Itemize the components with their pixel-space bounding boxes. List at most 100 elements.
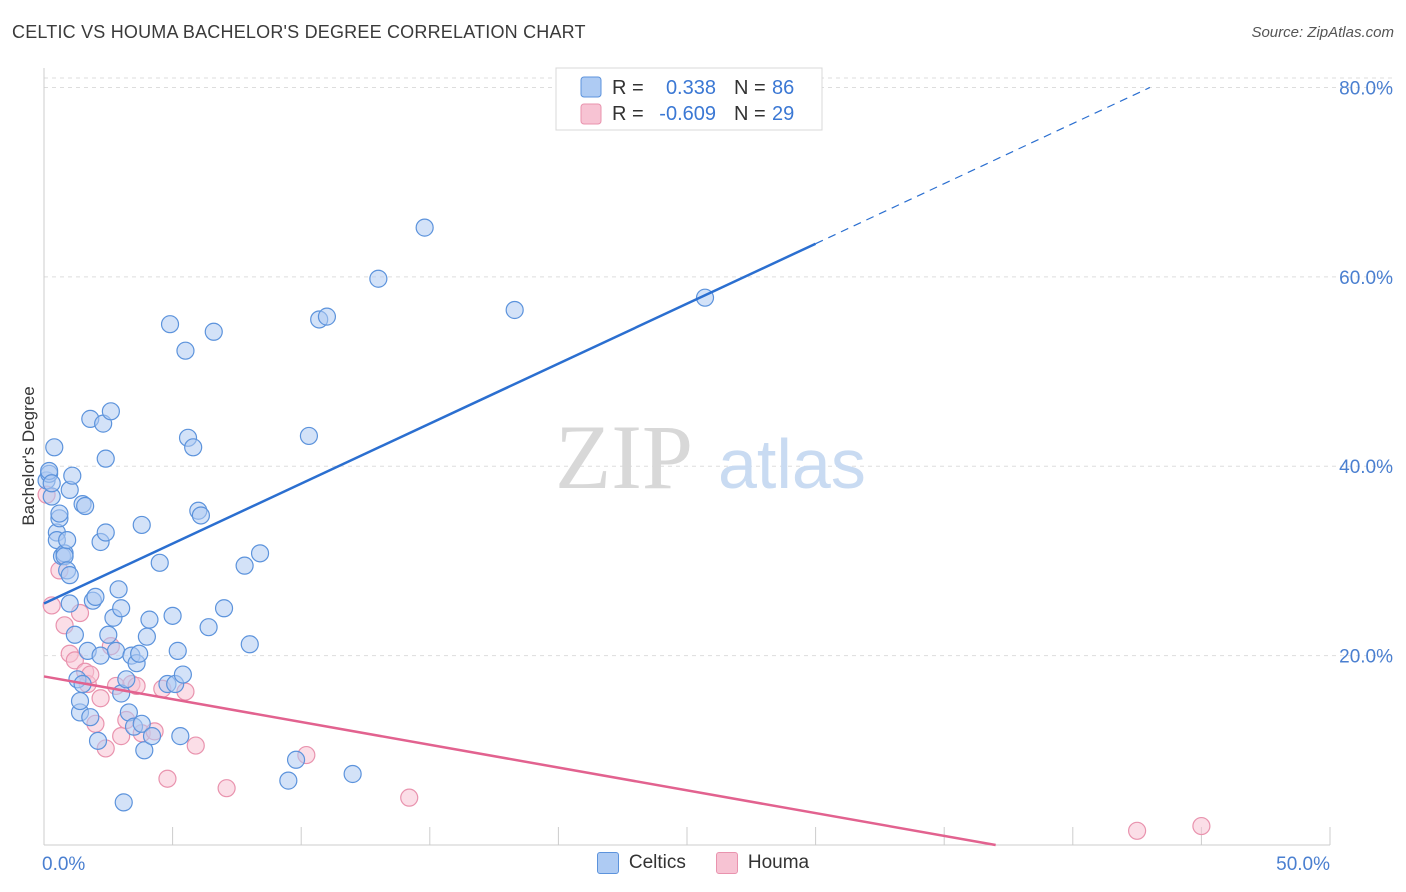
celtics-point (286, 750, 306, 769)
celtics-point (114, 793, 133, 812)
celtics-point (168, 641, 187, 660)
celtics-point (140, 610, 159, 629)
celtics-swatch (596, 852, 619, 874)
celtics-point (505, 300, 524, 320)
celtics-point (76, 496, 95, 516)
celtics-point (191, 506, 210, 525)
watermark-atlas: atlas (718, 425, 866, 503)
houma-point (400, 788, 419, 807)
celtics-point (142, 727, 162, 746)
series-legend: Celtics Houma (0, 852, 1406, 874)
celtics-point (132, 515, 151, 535)
celtics-point (415, 218, 434, 237)
houma-point (112, 727, 131, 746)
celtics-points (37, 218, 715, 812)
celtics-point (132, 714, 151, 733)
celtics-point (369, 269, 388, 288)
celtics-point (184, 438, 203, 457)
tick-labels: 20.0% 40.0% 60.0% 80.0% 0.0% 50.0% (42, 78, 1393, 875)
celtics-point (160, 315, 180, 334)
houma-point (1192, 816, 1211, 836)
celtics-trend-extension (815, 86, 1151, 245)
y-axis-label: Bachelor's Degree (19, 386, 38, 525)
legend-r-label-houma: R = (612, 103, 644, 125)
celtics-point (81, 708, 100, 727)
legend-n-label-houma: N = (734, 103, 766, 125)
celtics-point (99, 625, 118, 644)
celtics-point (150, 553, 169, 572)
houma-point (158, 769, 177, 788)
x-tick-label: 50.0% (1276, 854, 1330, 875)
trend-lines (43, 86, 1151, 847)
celtics-point (101, 402, 120, 421)
houma-point (65, 651, 84, 670)
celtics-point (343, 764, 362, 784)
celtics-point (65, 625, 84, 644)
celtics-point (50, 504, 69, 523)
x-tick-label: 0.0% (42, 854, 85, 875)
celtics-point (60, 594, 79, 613)
chart-title: CELTIC VS HOUMA BACHELOR'S DEGREE CORREL… (12, 22, 586, 42)
houma-swatch (715, 852, 738, 874)
legend-n-value-houma: 29 (772, 103, 794, 125)
y-tick-label: 80.0% (1339, 78, 1393, 99)
celtics-point (279, 771, 298, 790)
y-tick-label: 40.0% (1339, 457, 1393, 478)
celtics-point (91, 646, 110, 665)
legend-item-houma: Houma (715, 852, 810, 874)
legend-item-celtics: Celtics (596, 852, 686, 874)
celtics-point (204, 322, 223, 341)
celtics-point (117, 670, 136, 689)
houma-trend-line (43, 675, 996, 847)
houma-points (37, 485, 1211, 840)
celtics-point (299, 426, 319, 446)
legend-label-houma: Houma (747, 852, 810, 873)
legend-r-label-celtics: R = (612, 77, 644, 99)
celtics-point (171, 727, 190, 746)
watermark-zip: ZIP (555, 406, 693, 508)
celtics-point (176, 341, 195, 360)
celtics-point (199, 618, 218, 637)
y-tick-label: 60.0% (1339, 268, 1393, 289)
houma-point (91, 689, 110, 708)
celtics-point (130, 644, 149, 663)
celtics-point (42, 474, 61, 493)
celtics-point (317, 307, 337, 326)
source-label: Source: ZipAtlas.com (1251, 24, 1394, 41)
watermark: ZIP atlas (555, 406, 866, 508)
celtics-point (135, 741, 154, 760)
celtics-point (240, 635, 259, 654)
celtics-point (96, 523, 115, 542)
celtics-point (173, 665, 192, 684)
celtics-point (137, 627, 156, 646)
houma-point (217, 779, 236, 798)
legend-swatch-celtics (580, 76, 602, 98)
celtics-point (63, 466, 82, 485)
celtics-point (86, 587, 105, 607)
celtics-point (109, 580, 128, 599)
legend-n-label-celtics: N = (734, 77, 766, 99)
celtics-point (45, 438, 64, 457)
axes (43, 68, 1331, 846)
celtics-point (96, 449, 115, 468)
celtics-point (250, 544, 270, 563)
legend-n-value-celtics: 86 (772, 77, 794, 99)
celtics-point (112, 599, 131, 618)
celtics-point (58, 530, 77, 550)
celtics-point (70, 691, 90, 711)
celtics-point (163, 606, 182, 625)
y-tick-label: 20.0% (1339, 647, 1393, 668)
celtics-point (214, 599, 234, 618)
celtics-point (106, 641, 126, 660)
legend-r-value-houma: -0.609 (659, 103, 716, 125)
celtics-point (235, 556, 254, 575)
celtics-point (60, 566, 79, 585)
houma-point (186, 736, 205, 755)
celtics-trend-line (43, 242, 817, 605)
legend-label-celtics: Celtics (628, 852, 686, 873)
legend-r-value-celtics: 0.338 (666, 77, 716, 99)
houma-point (1127, 821, 1147, 840)
stats-legend: R = 0.338 N = 86 R = -0.609 N = 29 (555, 67, 823, 131)
celtics-point (88, 731, 108, 750)
